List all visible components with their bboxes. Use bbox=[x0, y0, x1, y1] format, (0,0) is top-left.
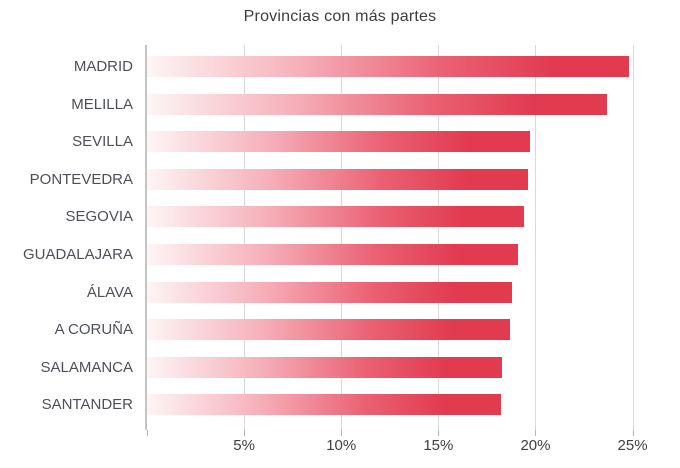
bar bbox=[147, 356, 503, 378]
gridline bbox=[244, 45, 246, 430]
bar bbox=[147, 244, 518, 265]
category-label: GUADALAJARA bbox=[22, 246, 133, 263]
category-label: A CORUÑA bbox=[54, 321, 133, 339]
bar bbox=[147, 93, 608, 115]
category-label: PONTEVEDRA bbox=[29, 170, 133, 188]
category-label: MADRID bbox=[73, 58, 133, 75]
category-label: SEGOVIA bbox=[65, 208, 133, 226]
bar bbox=[147, 206, 524, 228]
x-axis-tick-label: 15% bbox=[423, 437, 454, 454]
x-axis-tick-label: 10% bbox=[326, 437, 357, 454]
chart-title: Provincias con más partes bbox=[243, 8, 437, 25]
x-axis-tick-mark bbox=[632, 430, 634, 436]
gridline bbox=[535, 45, 537, 430]
x-axis-tick-mark bbox=[438, 430, 440, 436]
bar bbox=[147, 394, 501, 416]
bar bbox=[147, 168, 528, 190]
x-axis-tick-mark bbox=[147, 430, 148, 436]
x-axis-tick-label: 5% bbox=[233, 437, 255, 454]
category-label: SALAMANCA bbox=[40, 358, 133, 376]
bar bbox=[147, 281, 513, 303]
bar bbox=[147, 319, 511, 341]
x-axis-tick-label: 20% bbox=[520, 437, 551, 454]
x-axis-tick-mark bbox=[341, 430, 343, 436]
category-label: SANTANDER bbox=[41, 396, 133, 414]
plot-area: 5% 10% 15% 20% 25% bbox=[145, 45, 652, 454]
x-axis-tick-mark bbox=[535, 430, 537, 436]
gridline bbox=[341, 45, 343, 430]
category-label: ÁLAVA bbox=[86, 283, 133, 301]
bar bbox=[147, 56, 629, 77]
gridline bbox=[438, 45, 440, 430]
gridline bbox=[632, 45, 634, 430]
category-label: SEVILLA bbox=[72, 133, 133, 151]
category-label: MELILLA bbox=[71, 95, 133, 113]
y-axis-line bbox=[145, 45, 147, 430]
x-axis-tick-mark bbox=[244, 430, 246, 436]
x-axis-tick-label: 25% bbox=[617, 437, 648, 454]
bar bbox=[147, 131, 530, 153]
